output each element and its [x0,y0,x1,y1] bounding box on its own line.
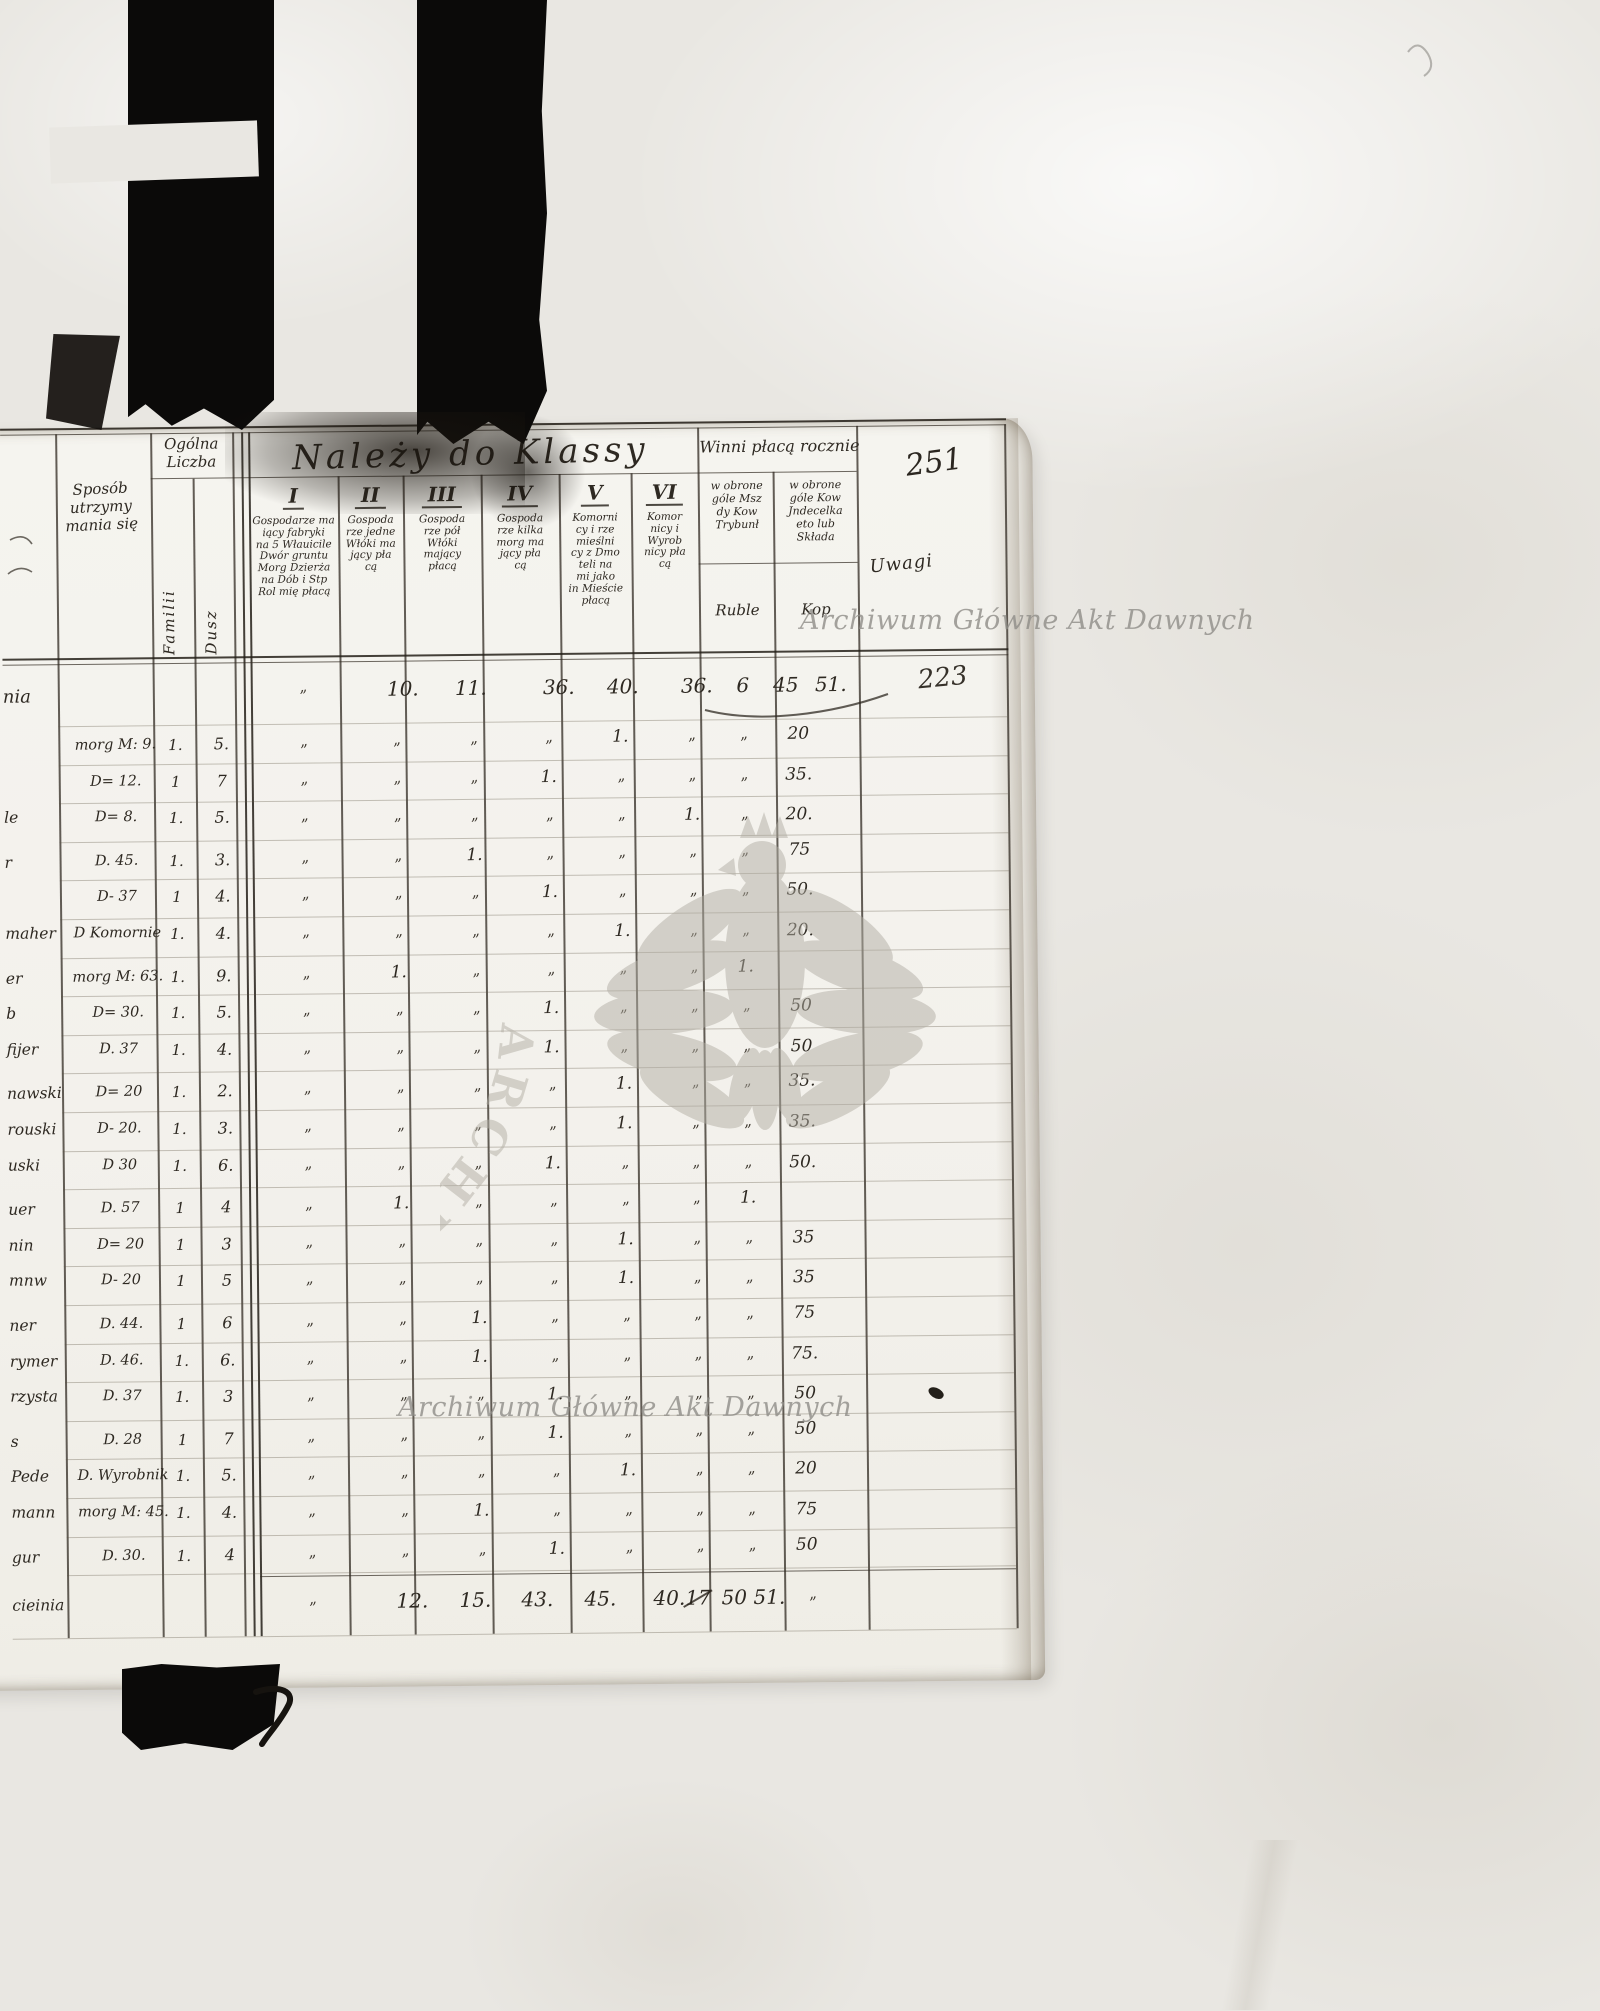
film-strip-left [128,0,274,430]
watermark-text-bottom: Archiwum Główne Akt Dawnych [398,1392,853,1423]
ink-smudge-2 [468,416,588,528]
eagle-icon [594,812,936,1130]
watermark-text-top: Archiwum Główne Akt Dawnych [800,605,1255,636]
agad-eagle-watermark: ARCHIWUM GŁÓWNE AKT DAWNYCH [440,712,936,1319]
film-strip-center [417,0,547,444]
film-strip-bottom [122,1664,280,1750]
